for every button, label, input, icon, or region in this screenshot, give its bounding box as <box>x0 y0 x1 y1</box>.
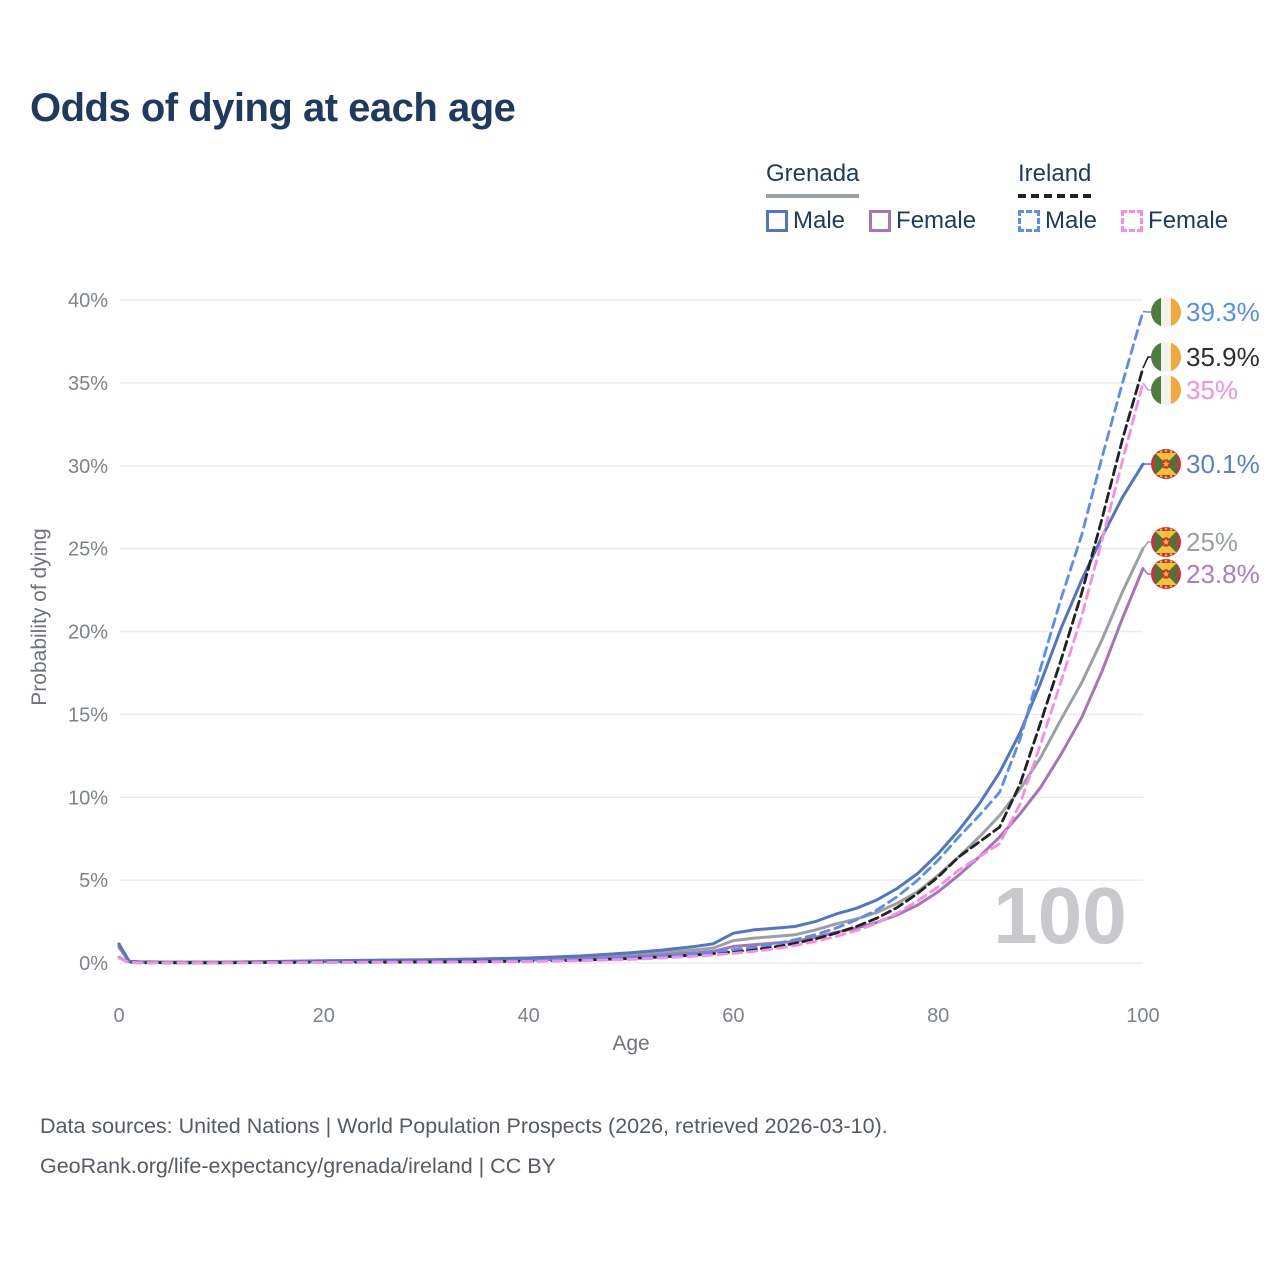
label-connector-grenada-all <box>1142 541 1152 550</box>
label-connector-ireland-all <box>1142 356 1152 369</box>
data-source-footer: Data sources: United Nations | World Pop… <box>40 1106 888 1186</box>
footer-line-sources: Data sources: United Nations | World Pop… <box>40 1114 888 1138</box>
legend-group-ireland: Ireland Male Female <box>1018 160 1228 235</box>
x-tick-label: 100 <box>1126 1005 1159 1027</box>
y-tick-label: 30% <box>68 456 108 478</box>
grenada-flag-icon <box>1151 449 1181 479</box>
legend-item-ireland-female[interactable]: Female <box>1121 207 1228 235</box>
ireland-flag-icon <box>1151 375 1181 405</box>
end-value-label-ireland-female: 35% <box>1186 375 1238 405</box>
legend-country-grenada[interactable]: Grenada <box>766 160 860 198</box>
series-line-grenada-all[interactable] <box>117 547 1145 964</box>
x-tick-label: 20 <box>313 1005 335 1027</box>
grenada-male-swatch-icon <box>766 210 788 232</box>
series-line-grenada-female[interactable] <box>117 567 1145 964</box>
ireland-flag-icon <box>1151 342 1181 372</box>
label-connector-grenada-female <box>1142 567 1152 575</box>
x-axis-title: Age <box>612 1032 649 1055</box>
end-value-label-grenada-all: 25% <box>1186 527 1238 557</box>
x-tick-label: 60 <box>722 1005 744 1027</box>
grenada-flag-icon <box>1151 527 1181 557</box>
y-tick-label: 10% <box>68 787 108 809</box>
series-line-ireland-all[interactable] <box>117 366 1145 965</box>
end-value-label-ireland-male: 39.3% <box>1186 297 1260 327</box>
grenada-flag-icon <box>1151 559 1181 589</box>
label-connector-ireland-female <box>1142 382 1152 391</box>
footer-line-attribution: GeoRank.org/life-expectancy/grenada/irel… <box>40 1154 556 1178</box>
legend-label: Male <box>1045 207 1098 234</box>
hover-age-watermark: 100 <box>993 871 1126 960</box>
series-line-ireland-female[interactable] <box>117 381 1145 965</box>
legend-country-ireland[interactable]: Ireland <box>1018 160 1092 198</box>
y-axis-title: Probability of dying <box>28 528 51 705</box>
legend-label: Female <box>1148 207 1229 234</box>
x-tick-label: 80 <box>927 1005 949 1027</box>
end-value-label-grenada-male: 30.1% <box>1186 449 1260 479</box>
legend-label: Female <box>896 207 977 234</box>
grenada-female-swatch-icon <box>869 210 892 232</box>
legend-item-grenada-female[interactable]: Female <box>869 207 976 235</box>
y-tick-label: 0% <box>79 953 108 975</box>
legend-label: Male <box>793 207 846 234</box>
page-title: Odds of dying at each age <box>30 86 516 130</box>
ireland-female-swatch-icon <box>1121 210 1144 232</box>
ireland-flag-icon <box>1151 297 1181 327</box>
legend-item-grenada-male[interactable]: Male <box>766 207 845 235</box>
x-tick-label: 40 <box>517 1005 539 1027</box>
y-tick-label: 40% <box>68 290 108 312</box>
y-tick-label: 20% <box>68 622 108 644</box>
y-tick-label: 15% <box>68 704 108 726</box>
series-line-ireland-male[interactable] <box>117 310 1145 965</box>
series-line-grenada-male[interactable] <box>117 462 1145 964</box>
legend-item-ireland-male[interactable]: Male <box>1018 207 1097 235</box>
end-value-label-grenada-female: 23.8% <box>1186 559 1260 589</box>
y-tick-label: 35% <box>68 373 108 395</box>
y-tick-label: 5% <box>79 870 108 892</box>
ireland-male-swatch-icon <box>1018 210 1040 232</box>
y-tick-label: 25% <box>68 539 108 561</box>
end-value-label-ireland-all: 35.9% <box>1186 342 1260 372</box>
x-tick-label: 0 <box>113 1005 124 1027</box>
legend-group-grenada: Grenada Male Female <box>766 160 976 235</box>
